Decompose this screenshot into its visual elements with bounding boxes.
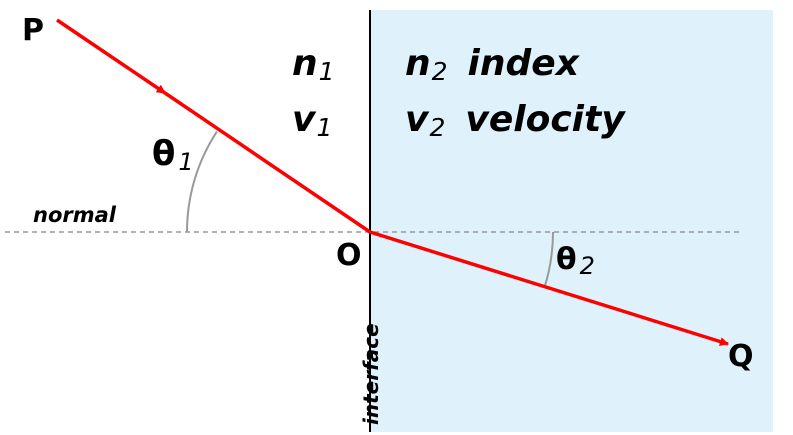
n1-label: n1 (292, 43, 335, 86)
point-q-label: Q (728, 339, 754, 374)
incident-ray-segment-1 (56, 18, 166, 95)
v1-label: v1 (292, 99, 332, 142)
normal-label: normal (33, 203, 117, 227)
point-o-label: O (336, 238, 362, 273)
point-p-label: P (22, 13, 44, 48)
incident-ray-segment-2 (164, 91, 371, 234)
theta2-arc (543, 231, 555, 288)
refracted-ray (369, 230, 729, 346)
v2-label: v2 velocity (405, 99, 626, 142)
interface-label: interface (359, 323, 383, 425)
theta1-arc (185, 131, 218, 233)
medium-2-region (370, 10, 773, 432)
n2-label: n2 index (405, 43, 581, 86)
